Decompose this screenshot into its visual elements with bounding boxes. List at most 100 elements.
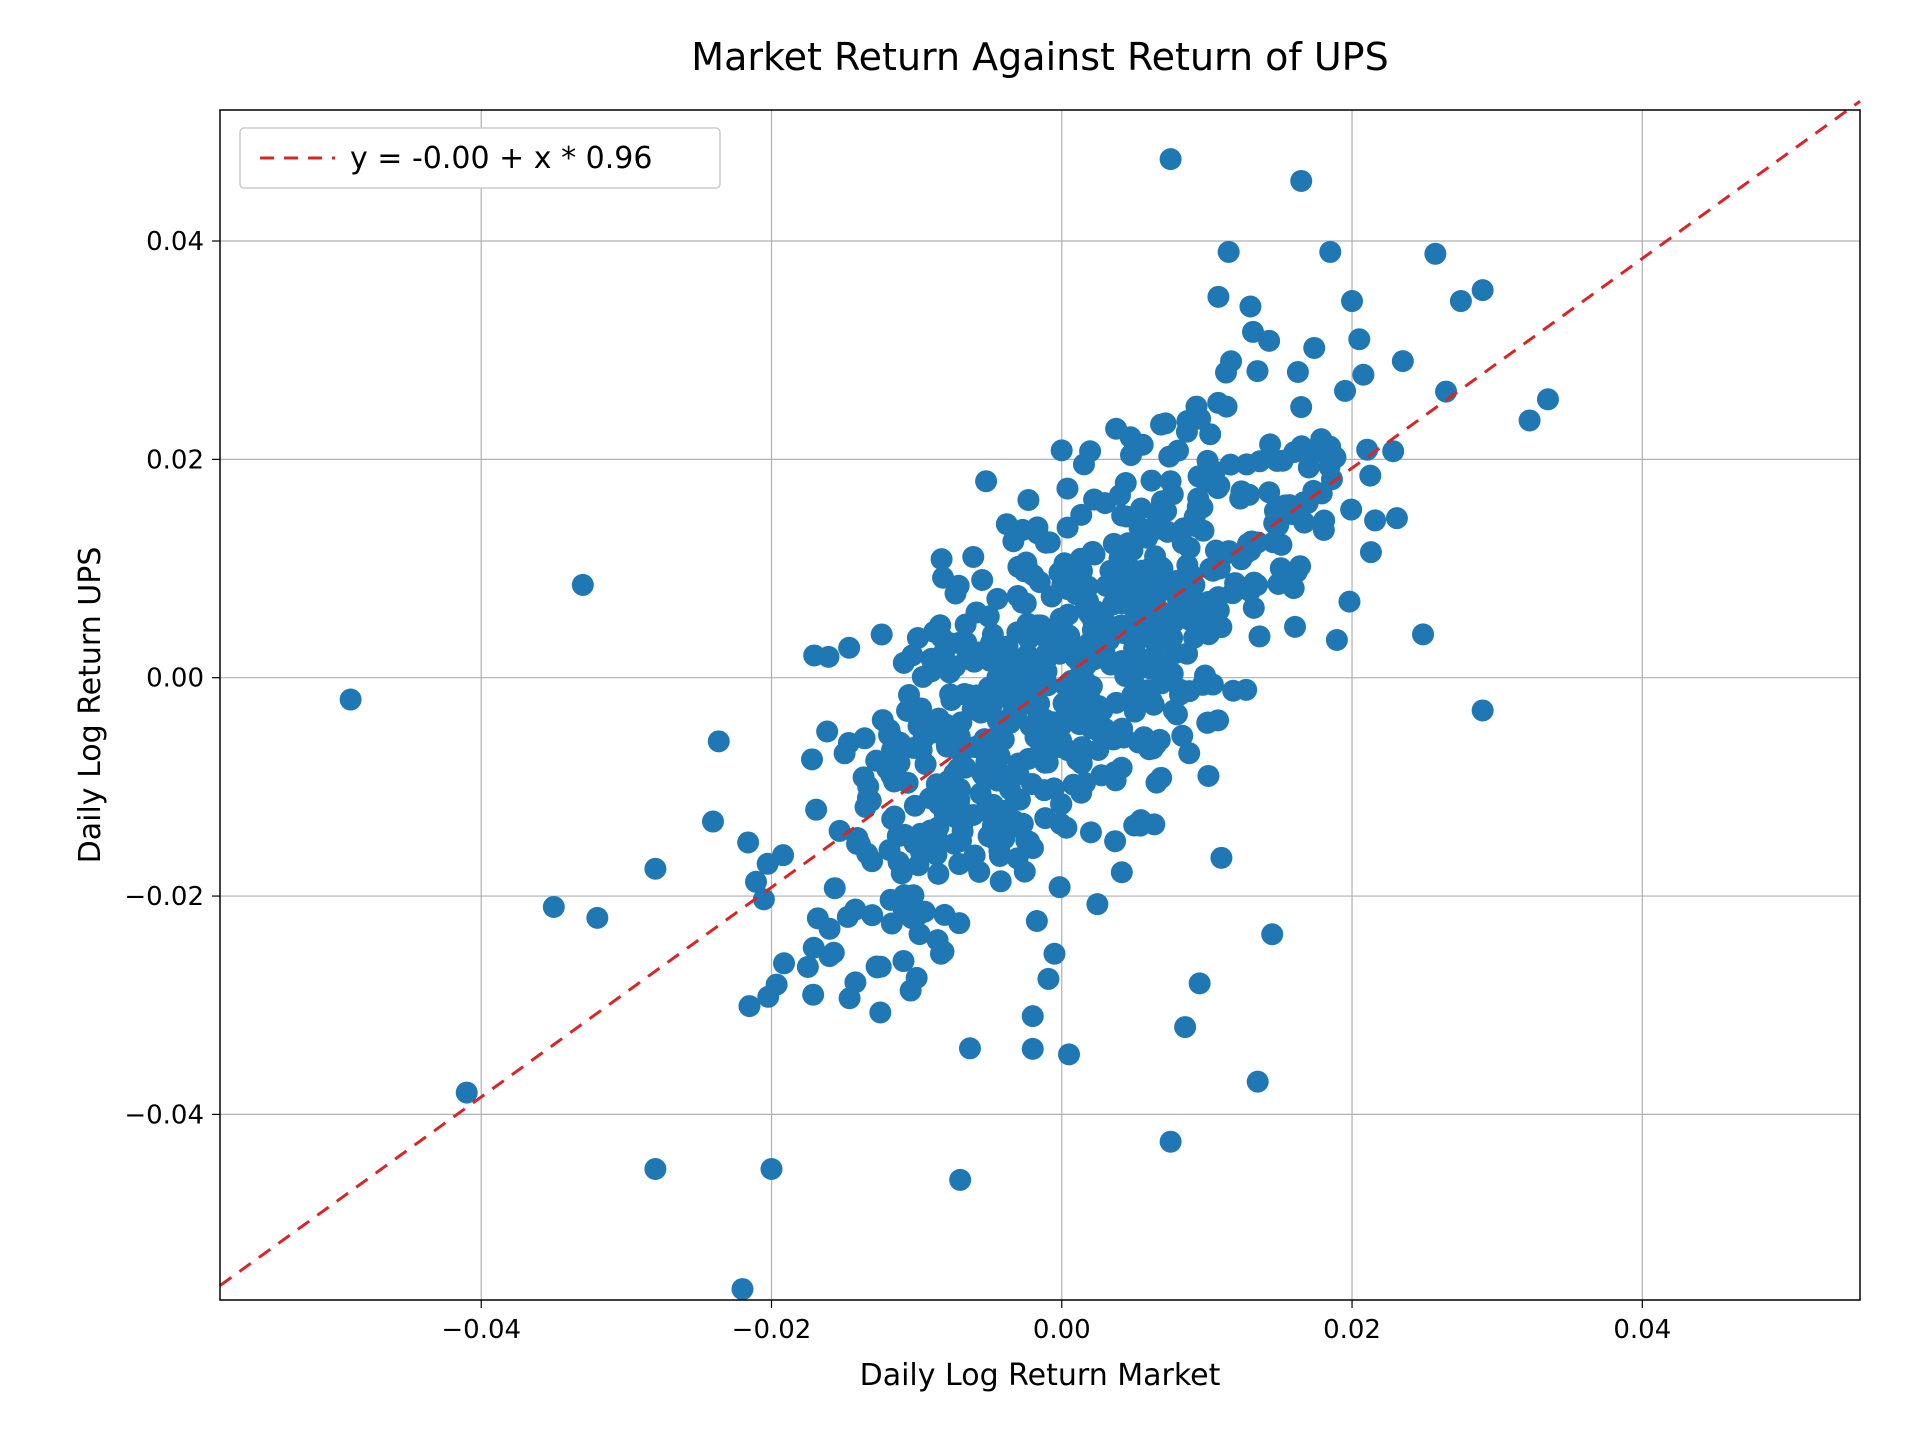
data-point xyxy=(871,623,893,645)
data-point xyxy=(1326,629,1348,651)
data-point xyxy=(1205,540,1227,562)
data-point xyxy=(1080,821,1102,843)
data-point xyxy=(1176,643,1198,665)
data-point xyxy=(837,906,859,928)
data-point xyxy=(1338,591,1360,613)
data-point xyxy=(856,843,878,865)
data-point xyxy=(1290,170,1312,192)
data-point xyxy=(881,739,903,761)
data-point xyxy=(1002,530,1024,552)
data-point xyxy=(1076,679,1098,701)
data-point xyxy=(931,626,953,648)
data-point xyxy=(962,546,984,568)
data-point xyxy=(1103,533,1125,555)
data-point xyxy=(928,708,950,730)
data-point xyxy=(974,728,996,750)
data-point xyxy=(1138,738,1160,760)
data-point xyxy=(1360,541,1382,563)
data-point xyxy=(1043,943,1065,965)
data-point xyxy=(1021,773,1043,795)
data-point xyxy=(1037,968,1059,990)
data-point xyxy=(1057,604,1079,626)
y-tick-label: 0.02 xyxy=(146,445,204,475)
data-point xyxy=(1160,1131,1182,1153)
data-point xyxy=(975,470,997,492)
data-point xyxy=(1270,534,1292,556)
data-point xyxy=(1207,709,1229,731)
data-point xyxy=(994,638,1016,660)
data-point xyxy=(982,809,1004,831)
data-point xyxy=(959,1037,981,1059)
data-point xyxy=(1287,361,1309,383)
data-point xyxy=(1319,241,1341,263)
data-point xyxy=(737,831,759,853)
data-point xyxy=(1215,362,1237,384)
data-point xyxy=(1115,472,1137,494)
y-tick-label: 0.04 xyxy=(146,227,204,257)
data-point xyxy=(1220,454,1242,476)
data-point xyxy=(981,693,1003,715)
data-point xyxy=(944,655,966,677)
data-point xyxy=(888,851,910,873)
data-point xyxy=(1070,504,1092,526)
data-point xyxy=(824,877,846,899)
data-point xyxy=(955,632,977,654)
data-point xyxy=(1270,557,1292,579)
data-point xyxy=(920,820,942,842)
data-point xyxy=(340,689,362,711)
data-point xyxy=(1111,861,1133,883)
scatter-chart: −0.04−0.020.000.020.04 −0.04−0.020.000.0… xyxy=(0,0,1920,1440)
data-point xyxy=(1033,625,1055,647)
data-point xyxy=(803,644,825,666)
data-point xyxy=(1015,592,1037,614)
x-tick-label: −0.02 xyxy=(732,1315,812,1345)
data-point xyxy=(1079,440,1101,462)
data-point xyxy=(1352,364,1374,386)
data-point xyxy=(1174,1016,1196,1038)
data-point xyxy=(963,651,985,673)
data-point xyxy=(1341,290,1363,312)
data-point xyxy=(1025,697,1047,719)
data-point xyxy=(1207,286,1229,308)
data-point xyxy=(1094,722,1116,744)
data-point xyxy=(1086,893,1108,915)
data-point xyxy=(901,644,923,666)
data-point xyxy=(932,941,954,963)
data-point xyxy=(1051,439,1073,461)
data-point xyxy=(927,863,949,885)
data-point xyxy=(906,967,928,989)
data-point xyxy=(1519,409,1541,431)
legend: y = -0.00 + x * 0.96 xyxy=(240,128,720,188)
data-point xyxy=(1160,148,1182,170)
data-point xyxy=(866,956,888,978)
data-point xyxy=(745,871,767,893)
data-point xyxy=(1313,440,1335,462)
data-point xyxy=(1129,815,1151,837)
data-point xyxy=(1298,457,1320,479)
data-point xyxy=(1290,396,1312,418)
data-point xyxy=(1249,450,1271,472)
data-point xyxy=(1364,509,1386,531)
data-point xyxy=(644,1158,666,1180)
data-point xyxy=(1043,777,1065,799)
data-point xyxy=(1058,1043,1080,1065)
data-point xyxy=(854,727,876,749)
data-point xyxy=(1247,1071,1269,1093)
data-point xyxy=(915,753,937,775)
data-point xyxy=(805,799,827,821)
data-point xyxy=(1049,876,1071,898)
data-point xyxy=(1196,465,1218,487)
data-point xyxy=(1356,439,1378,461)
data-point xyxy=(819,918,841,940)
data-point xyxy=(904,795,926,817)
x-axis-label: Daily Log Return Market xyxy=(860,1358,1221,1393)
data-point xyxy=(1056,478,1078,500)
data-point xyxy=(1111,505,1133,527)
data-point xyxy=(1392,350,1414,372)
legend-text: y = -0.00 + x * 0.96 xyxy=(350,141,652,176)
data-point xyxy=(1171,569,1193,591)
data-point xyxy=(1130,497,1152,519)
data-point xyxy=(1163,700,1185,722)
data-point xyxy=(1472,279,1494,301)
data-point xyxy=(1192,674,1214,696)
